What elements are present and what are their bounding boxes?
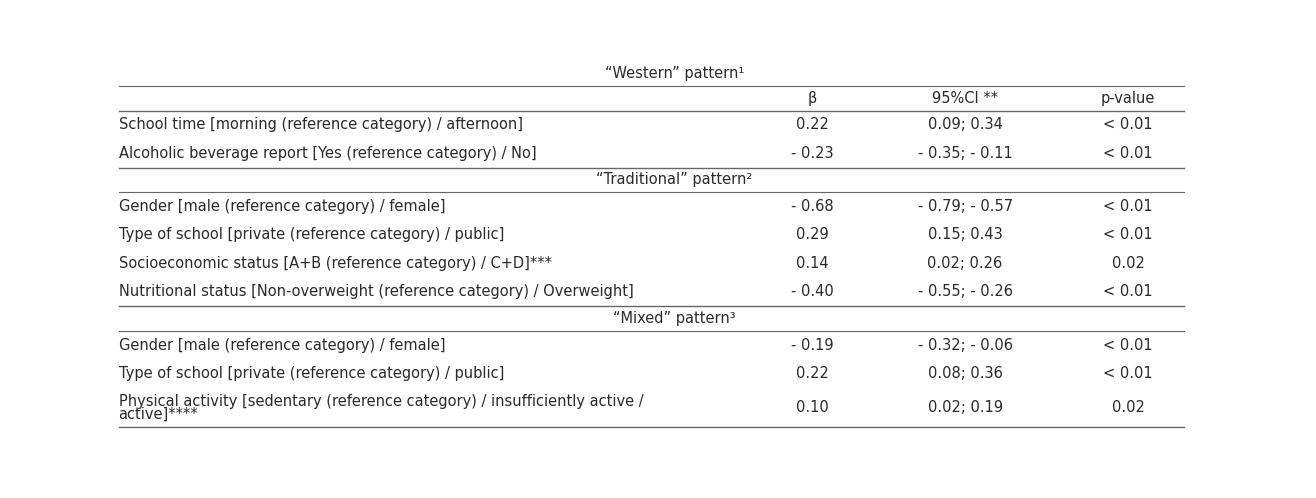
- Text: 0.10: 0.10: [796, 400, 829, 415]
- Text: < 0.01: < 0.01: [1104, 284, 1153, 299]
- Text: Gender [male (reference category) / female]: Gender [male (reference category) / fema…: [118, 338, 445, 353]
- Text: 0.15; 0.43: 0.15; 0.43: [928, 228, 1003, 243]
- Text: 0.02; 0.26: 0.02; 0.26: [928, 256, 1003, 271]
- Text: - 0.68: - 0.68: [791, 199, 833, 214]
- Text: “Western” pattern¹: “Western” pattern¹: [605, 66, 744, 81]
- Text: < 0.01: < 0.01: [1104, 366, 1153, 381]
- Text: - 0.23: - 0.23: [791, 146, 833, 161]
- Text: “Traditional” pattern²: “Traditional” pattern²: [596, 172, 753, 187]
- Text: < 0.01: < 0.01: [1104, 146, 1153, 161]
- Text: < 0.01: < 0.01: [1104, 338, 1153, 353]
- Text: Type of school [private (reference category) / public]: Type of school [private (reference categ…: [118, 228, 504, 243]
- Text: < 0.01: < 0.01: [1104, 199, 1153, 214]
- Text: 0.29: 0.29: [796, 228, 829, 243]
- Text: 0.08; 0.36: 0.08; 0.36: [928, 366, 1003, 381]
- Text: p-value: p-value: [1101, 91, 1155, 106]
- Text: 0.02; 0.19: 0.02; 0.19: [928, 400, 1003, 415]
- Text: “Mixed” pattern³: “Mixed” pattern³: [613, 311, 736, 326]
- Text: - 0.35; - 0.11: - 0.35; - 0.11: [917, 146, 1012, 161]
- Text: 0.14: 0.14: [796, 256, 829, 271]
- Text: Alcoholic beverage report [Yes (reference category) / No]: Alcoholic beverage report [Yes (referenc…: [118, 146, 536, 161]
- Text: Physical activity [sedentary (reference category) / insufficiently active /: Physical activity [sedentary (reference …: [118, 394, 644, 409]
- Text: - 0.79; - 0.57: - 0.79; - 0.57: [917, 199, 1013, 214]
- Text: β: β: [808, 91, 817, 106]
- Text: Type of school [private (reference category) / public]: Type of school [private (reference categ…: [118, 366, 504, 381]
- Text: 95%CI **: 95%CI **: [932, 91, 998, 106]
- Text: - 0.40: - 0.40: [791, 284, 833, 299]
- Text: 0.22: 0.22: [796, 366, 829, 381]
- Text: < 0.01: < 0.01: [1104, 118, 1153, 132]
- Text: - 0.55; - 0.26: - 0.55; - 0.26: [917, 284, 1012, 299]
- Text: - 0.32; - 0.06: - 0.32; - 0.06: [917, 338, 1012, 353]
- Text: 0.02: 0.02: [1112, 256, 1145, 271]
- Text: - 0.19: - 0.19: [791, 338, 833, 353]
- Text: 0.09; 0.34: 0.09; 0.34: [928, 118, 1003, 132]
- Text: Nutritional status [Non-overweight (reference category) / Overweight]: Nutritional status [Non-overweight (refe…: [118, 284, 633, 299]
- Text: < 0.01: < 0.01: [1104, 228, 1153, 243]
- Text: Gender [male (reference category) / female]: Gender [male (reference category) / fema…: [118, 199, 445, 214]
- Text: 0.22: 0.22: [796, 118, 829, 132]
- Text: School time [morning (reference category) / afternoon]: School time [morning (reference category…: [118, 118, 522, 132]
- Text: active]****: active]****: [118, 407, 199, 422]
- Text: Socioeconomic status [A+B (reference category) / C+D]***: Socioeconomic status [A+B (reference cat…: [118, 256, 551, 271]
- Text: 0.02: 0.02: [1112, 400, 1145, 415]
